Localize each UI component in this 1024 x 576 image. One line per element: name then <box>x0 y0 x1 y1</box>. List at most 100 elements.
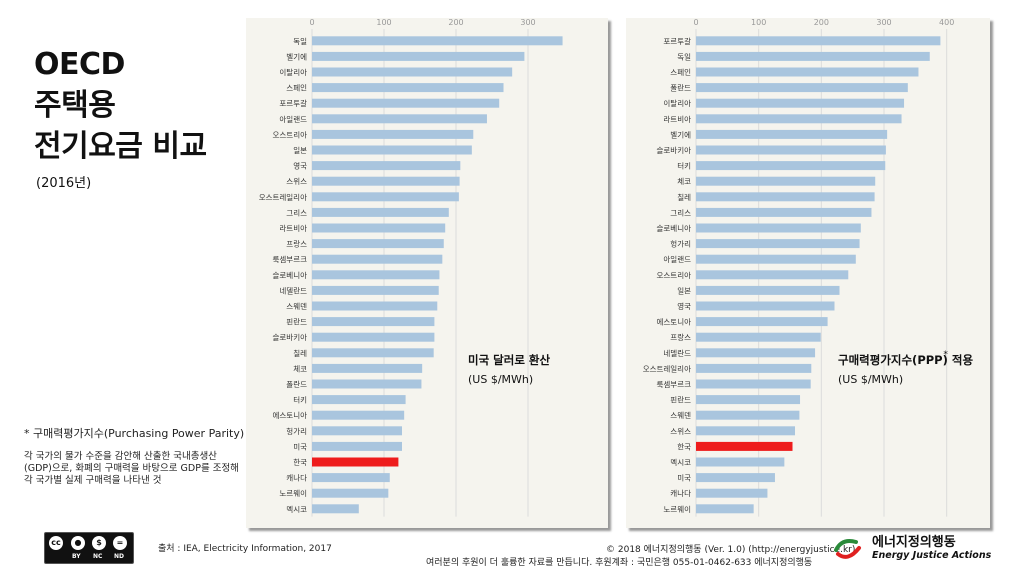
category-label: 칠레 <box>677 193 691 202</box>
footnote-line: (GDP)으로, 화폐의 구매력을 바탕으로 GDP를 조정해 <box>24 463 239 474</box>
category-label: 룩셈부르크 <box>657 380 692 389</box>
page-title: OECD 주택용 전기요금 비교 <box>34 44 207 167</box>
bar-highlight <box>696 441 793 451</box>
category-label: 영국 <box>293 161 307 171</box>
bar <box>312 395 406 405</box>
license-nd: ND <box>114 553 125 560</box>
category-label: 스웨덴 <box>670 411 691 420</box>
x-tick-label: 400 <box>939 18 954 27</box>
category-label: 슬로바키아 <box>657 145 692 155</box>
logo-swirl-icon <box>834 539 861 559</box>
category-label: 독일 <box>677 52 691 61</box>
category-label: 폴란드 <box>670 83 691 93</box>
category-label: 체코 <box>677 176 691 186</box>
footnote-title: * 구매력평가지수(Purchasing Power Parity) <box>24 427 245 440</box>
bar <box>696 36 941 46</box>
bar <box>312 317 435 327</box>
bar <box>312 129 474 139</box>
category-label: 멕시코 <box>286 504 307 514</box>
category-label: 오스트리아 <box>273 129 308 139</box>
category-label: 프랑스 <box>670 333 691 342</box>
bar <box>696 332 821 342</box>
chart-subtitle: (US $/MWh) <box>838 373 903 386</box>
x-tick-label: 200 <box>448 18 463 27</box>
category-label: 영국 <box>677 301 691 311</box>
bar <box>696 239 860 249</box>
cc-license-badge[interactable]: cc ● $ = BY NC ND <box>44 532 134 564</box>
category-label: 미국 <box>293 442 307 451</box>
category-label: 멕시코 <box>670 457 691 467</box>
bar <box>696 504 754 514</box>
category-label: 슬로베니아 <box>273 270 308 280</box>
chart-title: 구매력평가지수(PPP) 적용 <box>838 353 973 367</box>
bar <box>312 473 390 483</box>
bar <box>696 192 875 202</box>
x-tick-label: 0 <box>693 18 698 27</box>
bar <box>312 161 461 171</box>
category-label: 벨기에 <box>286 52 307 61</box>
bar <box>696 348 816 358</box>
bar <box>312 270 440 280</box>
bar <box>312 504 359 514</box>
x-tick-label: 200 <box>814 18 829 27</box>
category-label: 스위스 <box>670 427 691 436</box>
bar <box>696 254 856 264</box>
chart-usd: 0 100 200 300 독일벨기에이탈리아스페인포르투갈아일랜드오스트리아일본영국스… <box>259 18 563 517</box>
category-label: 아일랜드 <box>663 254 691 264</box>
no-money-icon: $ <box>92 536 106 550</box>
category-label: 한국 <box>293 458 307 467</box>
category-label: 이탈리아 <box>279 67 307 77</box>
category-label: 라트비아 <box>279 223 307 233</box>
bar <box>312 379 422 389</box>
category-label: 네델란드 <box>279 285 307 295</box>
bar <box>696 410 800 420</box>
logo-english: Energy Justice Actions <box>872 550 992 561</box>
bar <box>312 207 449 217</box>
bar-highlight <box>312 457 399 467</box>
chart-ppp: 0 100 200 300 400 포르투갈독일스페인폴란드이탈리아라트비아벨기에슬로바키… <box>643 18 973 517</box>
bar <box>696 285 840 295</box>
category-label: 에스토니아 <box>657 317 692 327</box>
title-line-3: 전기요금 비교 <box>34 129 207 164</box>
org-logo: 에너지정의행동 Energy Justice Actions <box>832 530 1012 568</box>
bar <box>696 98 905 108</box>
bar <box>312 254 443 264</box>
logo-korean: 에너지정의행동 <box>872 535 956 550</box>
bar <box>312 488 389 498</box>
bar <box>312 301 438 311</box>
category-label: 헝가리 <box>670 240 691 249</box>
bar <box>312 98 500 108</box>
bar <box>696 317 828 327</box>
bar <box>696 426 796 436</box>
bar <box>312 83 504 93</box>
copyright-note: © 2018 에너지정의행동 (Ver. 1.0) (http://energy… <box>606 545 856 555</box>
category-label: 핀란드 <box>670 395 691 405</box>
x-tick-label: 100 <box>376 18 391 27</box>
bar <box>312 363 423 373</box>
bar <box>696 161 886 171</box>
title-line-2: 주택용 <box>34 88 116 123</box>
bar <box>696 223 861 233</box>
bar <box>312 192 459 202</box>
source-note: 출처 : IEA, Electricity Information, 2017 <box>158 544 332 554</box>
category-label: 포르투갈 <box>663 37 691 46</box>
bar <box>696 379 811 389</box>
chart-title: 미국 달러로 환산 <box>468 353 550 367</box>
bar <box>312 176 460 186</box>
bar <box>312 426 402 436</box>
category-label: 헝가리 <box>286 427 307 436</box>
category-label: 터키 <box>677 162 691 171</box>
chart-subtitle: (US $/MWh) <box>468 373 533 386</box>
donation-note: 여러분의 후원이 더 훌륭한 자료를 만듭니다. 후원계좌 : 국민은행 055… <box>426 558 813 568</box>
bar <box>696 363 812 373</box>
category-label: 라트비아 <box>663 114 691 124</box>
title-line-1: OECD <box>34 47 125 82</box>
category-label: 룩셈부르크 <box>273 255 308 264</box>
category-label: 벨기에 <box>670 130 691 139</box>
chart-panel-ppp: 0 100 200 300 400 포르투갈 독일 스페인 폴란드 이탈리아 라트비아 벨기에 슬로바키… <box>626 18 990 528</box>
category-label: 한국 <box>677 442 691 451</box>
category-label: 캐나다 <box>286 474 307 483</box>
bar <box>696 114 902 124</box>
category-label: 네델란드 <box>663 348 691 358</box>
category-label: 캐나다 <box>670 489 691 498</box>
